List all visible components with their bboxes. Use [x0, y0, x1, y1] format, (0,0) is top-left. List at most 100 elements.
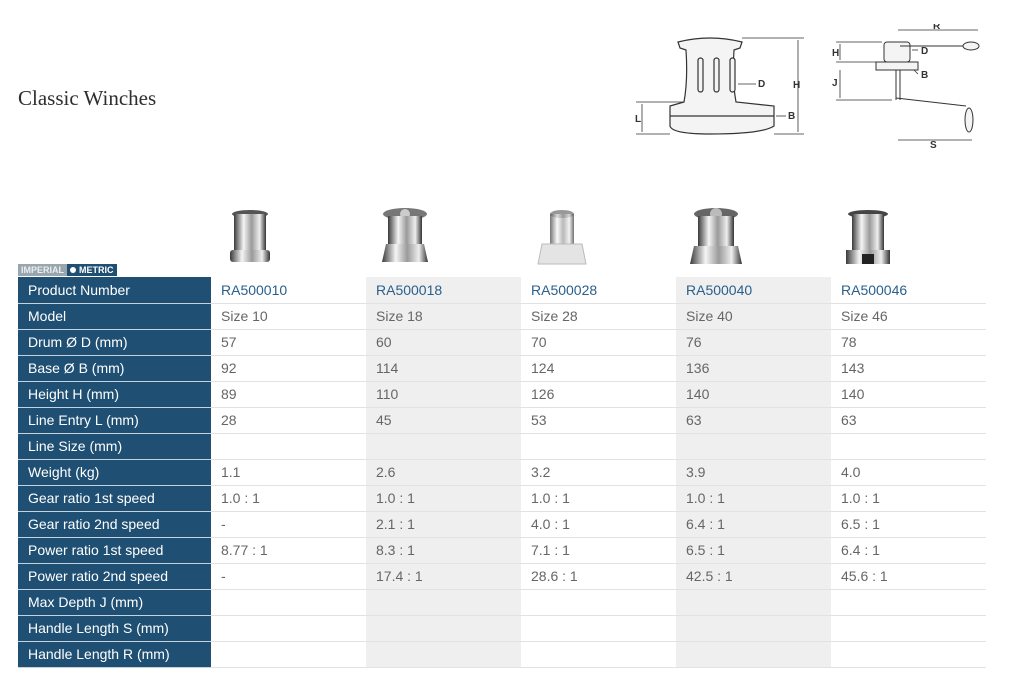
imperial-label: IMPERIAL	[21, 265, 65, 275]
table-cell: 1.0 : 1	[211, 485, 366, 512]
product-number-cell[interactable]: RA500028	[521, 277, 676, 304]
page-title: Classic Winches	[18, 86, 157, 110]
dim-label-l: L	[635, 114, 641, 125]
row-label: Height H (mm)	[18, 381, 211, 408]
table-row: Line Entry L (mm) 28 45 53 63 63	[18, 407, 986, 434]
table-cell: 63	[676, 407, 831, 434]
table-cell: Size 28	[521, 303, 676, 330]
table-cell: 124	[521, 355, 676, 382]
table-cell: 1.0 : 1	[521, 485, 676, 512]
product-number-cell[interactable]: RA500040	[676, 277, 831, 304]
table-cell: 53	[521, 407, 676, 434]
table-cell: 1.0 : 1	[676, 485, 831, 512]
row-label: Gear ratio 2nd speed	[18, 511, 211, 538]
table-cell: 3.2	[521, 459, 676, 486]
table-cell	[521, 641, 676, 668]
table-cell: 1.0 : 1	[831, 485, 986, 512]
table-cell	[831, 433, 986, 460]
table-cell: 3.9	[676, 459, 831, 486]
table-cell: 4.0 : 1	[521, 511, 676, 538]
row-label: Power ratio 1st speed	[18, 537, 211, 564]
dim-label-h: H	[832, 48, 839, 59]
table-cell	[831, 589, 986, 616]
table-cell: 78	[831, 329, 986, 356]
table-cell: 114	[366, 355, 521, 382]
imperial-option[interactable]: IMPERIAL	[18, 264, 68, 276]
table-cell: -	[211, 563, 366, 590]
table-cell	[366, 641, 521, 668]
row-label: Line Size (mm)	[18, 433, 211, 460]
table-cell: Size 40	[676, 303, 831, 330]
dim-label-b: B	[788, 111, 795, 122]
table-cell: 76	[676, 329, 831, 356]
table-cell: 6.5 : 1	[831, 511, 986, 538]
table-cell: 28	[211, 407, 366, 434]
winch-dimension-diagram: D H L B	[635, 37, 804, 135]
table-row: Handle Length R (mm)	[18, 641, 986, 668]
table-cell: 143	[831, 355, 986, 382]
table-cell: 57	[211, 329, 366, 356]
table-cell: 6.4 : 1	[676, 511, 831, 538]
table-cell: -	[211, 511, 366, 538]
table-cell: 140	[676, 381, 831, 408]
row-label: Power ratio 2nd speed	[18, 563, 211, 590]
table-row: Power ratio 2nd speed -17.4 : 1 28.6 : 1 42…	[18, 563, 986, 590]
table-cell: 2.6	[366, 459, 521, 486]
dim-label-b: B	[921, 70, 928, 81]
winch-size-10-photo	[230, 210, 270, 262]
table-row: Max Depth J (mm)	[18, 589, 986, 616]
winch-size-40-photo	[690, 208, 742, 264]
table-cell: 63	[831, 407, 986, 434]
table-row: Height H (mm) 89 110 126 140 140	[18, 381, 986, 408]
table-cell: 8.3 : 1	[366, 537, 521, 564]
table-cell	[521, 589, 676, 616]
table-cell: 126	[521, 381, 676, 408]
dim-label-h: H	[793, 80, 800, 91]
table-cell: 1.0 : 1	[366, 485, 521, 512]
table-cell	[521, 433, 676, 460]
metric-option[interactable]: METRIC	[67, 264, 117, 276]
table-cell	[676, 433, 831, 460]
winch-size-46-photo	[846, 210, 890, 264]
metric-label: METRIC	[79, 265, 114, 275]
table-row: Weight (kg) 1.1 2.6 3.2 3.9 4.0	[18, 459, 986, 486]
table-cell: 7.1 : 1	[521, 537, 676, 564]
product-number-cell[interactable]: RA500010	[211, 277, 366, 304]
table-cell	[676, 589, 831, 616]
winch-size-28-photo	[537, 210, 587, 265]
table-cell	[521, 615, 676, 642]
table-cell	[211, 641, 366, 668]
table-cell: 2.1 : 1	[366, 511, 521, 538]
dim-label-d: D	[758, 79, 765, 90]
table-cell	[366, 589, 521, 616]
table-cell: 42.5 : 1	[676, 563, 831, 590]
table-cell	[211, 615, 366, 642]
table-cell	[366, 615, 521, 642]
table-cell: 1.1	[211, 459, 366, 486]
table-cell: 140	[831, 381, 986, 408]
table-cell: 89	[211, 381, 366, 408]
table-cell: Size 46	[831, 303, 986, 330]
table-cell	[831, 641, 986, 668]
row-label: Model	[18, 303, 211, 330]
table-cell: 70	[521, 329, 676, 356]
dim-label-j: J	[832, 78, 838, 89]
table-row: Line Size (mm)	[18, 433, 986, 460]
row-label: Handle Length S (mm)	[18, 615, 211, 642]
product-number-cell[interactable]: RA500018	[366, 277, 521, 304]
winch-size-18-photo	[382, 208, 428, 262]
table-row: Gear ratio 1st speed 1.0 : 1 1.0 : 1 1.0 : …	[18, 485, 986, 512]
spec-table: Product Number RA500010 RA500018 RA500028 RA…	[18, 277, 986, 668]
row-label: Product Number	[18, 277, 211, 304]
table-cell: 60	[366, 329, 521, 356]
table-cell: 8.77 : 1	[211, 537, 366, 564]
table-cell	[831, 615, 986, 642]
table-cell: 45	[366, 407, 521, 434]
table-row: Base Ø B (mm) 92 114 124 136 143	[18, 355, 986, 382]
table-cell	[366, 433, 521, 460]
table-cell: Size 18	[366, 303, 521, 330]
table-row: Handle Length S (mm)	[18, 615, 986, 642]
table-cell: 92	[211, 355, 366, 382]
row-label: Gear ratio 1st speed	[18, 485, 211, 512]
product-number-cell[interactable]: RA500046	[831, 277, 986, 304]
